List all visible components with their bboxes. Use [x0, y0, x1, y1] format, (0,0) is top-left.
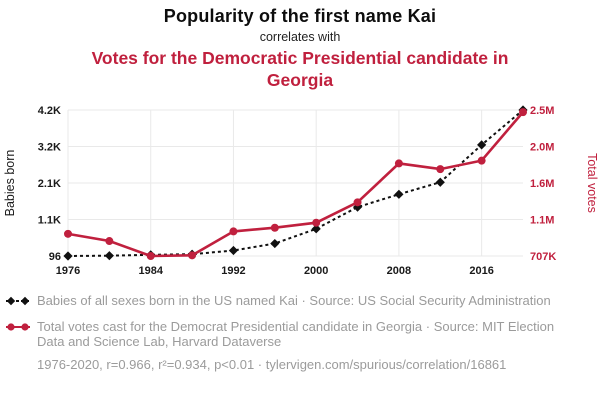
legend-item-babies: Babies of all sexes born in the US named… [5, 293, 595, 312]
svg-text:1992: 1992 [221, 265, 245, 277]
chart-area: 96 707K 1.1K 1.1M 2.1K 1.6M 3.2K 2.0M 4.2K 2.5M 19… [0, 96, 600, 291]
svg-text:1984: 1984 [138, 265, 163, 277]
svg-text:707K: 707K [530, 251, 556, 263]
correlation-line-chart: 96 707K 1.1K 1.1M 2.1K 1.6M 3.2K 2.0M 4.2K 2.5M 19… [3, 105, 599, 277]
svg-text:2.0M: 2.0M [530, 141, 554, 153]
svg-text:1.6M: 1.6M [530, 178, 554, 190]
svg-text:96: 96 [49, 251, 61, 263]
chart-header: Popularity of the first name Kai correla… [0, 0, 600, 92]
legend: Babies of all sexes born in the US named… [0, 291, 600, 373]
chart-subtitle: Votes for the Democratic Presidential ca… [91, 48, 509, 90]
svg-text:4.2K: 4.2K [38, 105, 61, 117]
svg-text:1976: 1976 [56, 265, 80, 277]
svg-text:2008: 2008 [387, 265, 411, 277]
stats-footer: 1976-2020, r=0.966, r²=0.934, p<0.01 · t… [37, 357, 507, 373]
legend-item-label: Total votes cast for the Democrat Presid… [37, 318, 555, 350]
chart-title: Popularity of the first name Kai [163, 6, 437, 26]
svg-text:Babies born: Babies born [3, 149, 17, 216]
red-circle-series-marker-icon [5, 320, 31, 338]
svg-text:Total votes: Total votes [585, 153, 599, 213]
black-diamond-series-marker-icon [5, 294, 31, 312]
svg-text:1.1M: 1.1M [530, 214, 554, 226]
svg-text:2.1K: 2.1K [38, 178, 61, 190]
svg-text:3.2K: 3.2K [38, 141, 61, 153]
legend-item-label: Babies of all sexes born in the US named… [37, 292, 551, 308]
svg-text:2016: 2016 [469, 265, 493, 277]
svg-text:2000: 2000 [304, 265, 328, 277]
correlates-with-text: correlates with [259, 30, 341, 44]
svg-text:1.1K: 1.1K [38, 214, 61, 226]
legend-item-votes: Total votes cast for the Democrat Presid… [5, 319, 595, 351]
svg-text:2.5M: 2.5M [530, 105, 554, 117]
